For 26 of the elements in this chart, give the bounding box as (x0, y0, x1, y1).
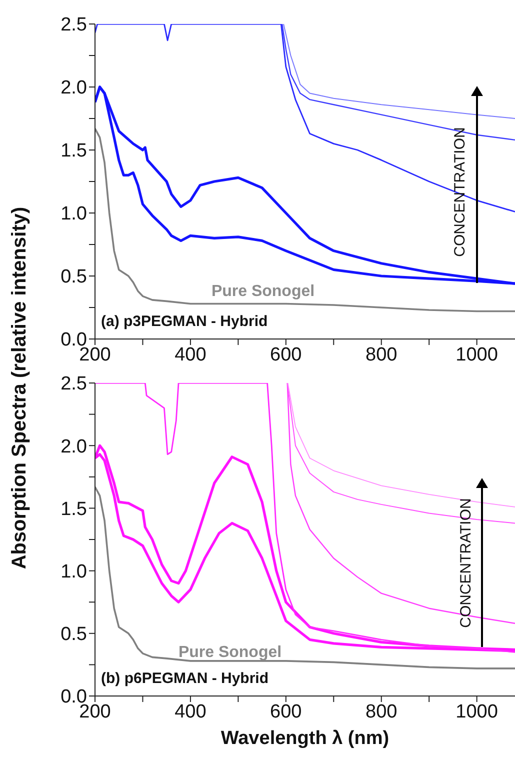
x-tick-label: 600 (270, 344, 302, 366)
x-tick-label: 800 (366, 344, 398, 366)
y-tick-label: 2.0 (60, 78, 87, 99)
y-tick-label: 0.5 (60, 266, 87, 288)
text: (b) p6PEGMAN - Hybrid (101, 670, 268, 687)
x-tick-label: 800 (366, 701, 398, 722)
y-tick-label: 2.0 (60, 436, 87, 458)
x-tick-label: 400 (174, 701, 206, 722)
x-tick-label: 1000 (456, 344, 498, 366)
y-tick-label: 2.5 (60, 14, 87, 36)
annotation: CONCENTRATION (452, 127, 468, 257)
annotation: CONCENTRATION (458, 498, 474, 628)
annotation: Pure Sonogel (178, 644, 282, 662)
x-tick-label: 400 (174, 344, 206, 366)
annotation: Pure Sonogel (211, 283, 315, 301)
y-tick-label: 2.5 (60, 374, 87, 395)
y-tick-label: 1.0 (60, 204, 87, 225)
y-tick-label: 1.0 (60, 562, 87, 583)
x-axis-title: Wavelength λ (nm) (220, 728, 390, 749)
x-tick-label: 1000 (456, 701, 498, 722)
text: (a) p3PEGMAN - Hybrid (101, 313, 268, 330)
y-tick-label: 1.5 (60, 140, 87, 162)
y-axis-title: Absorption Spectra (relative intensity) (8, 206, 32, 570)
x-tick-label: 600 (270, 701, 302, 722)
y-tick-label: 0.5 (60, 624, 87, 646)
y-tick-label: 1.5 (60, 498, 87, 520)
